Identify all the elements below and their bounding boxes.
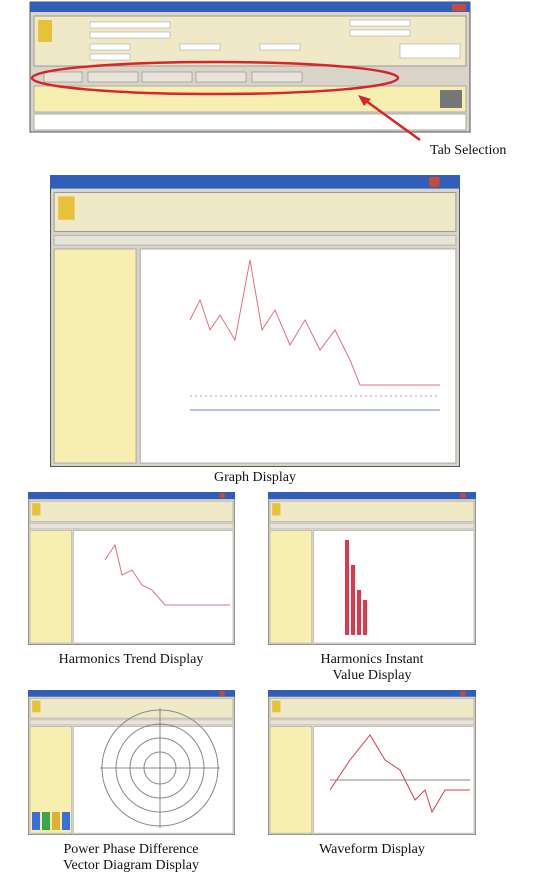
page: {"callout": {"label": "Tab Selection"}, … bbox=[0, 0, 557, 877]
caption: Vector Diagram Display bbox=[63, 858, 199, 873]
caption: Graph Display bbox=[214, 470, 296, 485]
figure: Tab Selection Graph Disp bbox=[0, 0, 557, 877]
close-button bbox=[452, 4, 466, 11]
window bbox=[268, 492, 476, 645]
window bbox=[268, 690, 476, 835]
caption: Harmonics Trend Display bbox=[59, 652, 204, 667]
callout-label: Tab Selection bbox=[430, 143, 506, 158]
caption: Value Display bbox=[333, 668, 412, 683]
title-bar bbox=[30, 2, 470, 12]
harmonics-instant-screenshot bbox=[268, 492, 476, 645]
caption: Harmonics Instant bbox=[320, 652, 423, 667]
caption: Waveform Display bbox=[319, 842, 425, 857]
main-screenshot bbox=[30, 2, 470, 140]
icon bbox=[38, 20, 52, 42]
harmonics-trend-screenshot bbox=[28, 492, 235, 645]
vector-screenshot bbox=[28, 690, 235, 835]
waveform-screenshot bbox=[268, 690, 476, 835]
button bbox=[440, 90, 462, 108]
caption: Power Phase Difference bbox=[63, 842, 198, 857]
window bbox=[50, 175, 460, 467]
graph-screenshot bbox=[50, 175, 460, 467]
window bbox=[28, 492, 235, 645]
